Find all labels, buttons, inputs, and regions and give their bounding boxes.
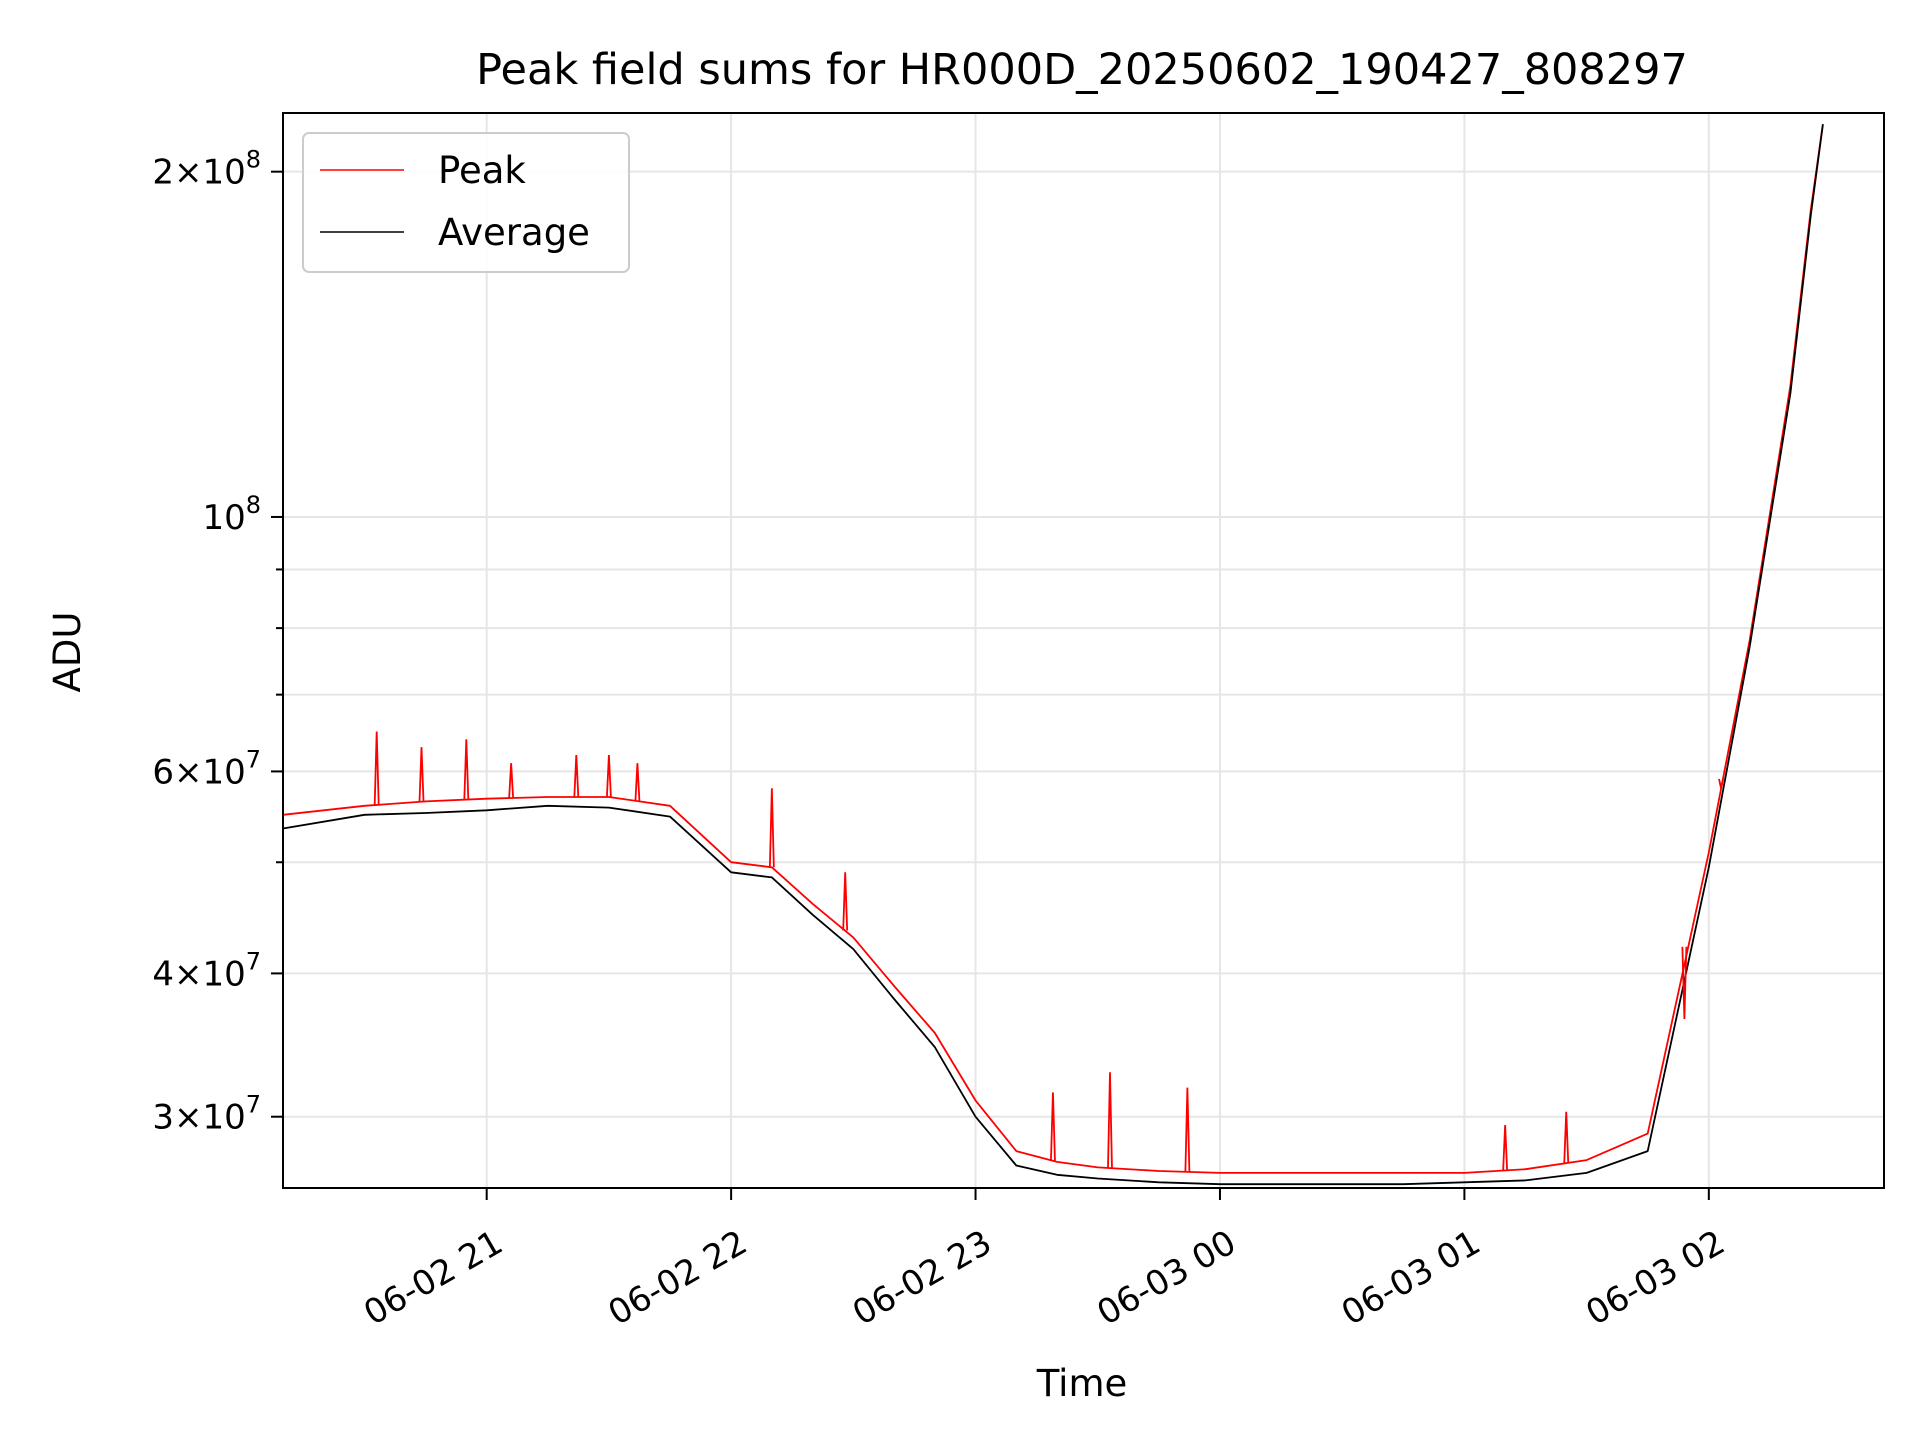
peak-spike	[1681, 946, 1688, 1020]
peak-spike	[508, 763, 515, 799]
peak-spike	[768, 788, 775, 868]
peak-spike	[463, 739, 470, 800]
peak-spike	[1718, 778, 1724, 789]
peak-spike	[842, 872, 849, 931]
peak-spike	[373, 731, 380, 805]
peak-spike	[1050, 1092, 1056, 1161]
chart-title: Peak field sums for HR000D_20250602_1904…	[476, 45, 1688, 95]
legend: Peak Average	[302, 132, 630, 273]
peak-spike	[573, 755, 580, 798]
legend-peak-label: Peak	[438, 149, 526, 192]
y-tick-times: ×10	[174, 752, 246, 792]
y-tick-mantissa: 4	[152, 954, 174, 994]
legend-average-label: Average	[438, 211, 590, 254]
y-tick-times: ×10	[174, 153, 246, 193]
y-tick-exponent: 8	[246, 146, 261, 174]
y-tick-exponent: 8	[246, 491, 261, 519]
peak-spike	[1563, 1111, 1570, 1164]
x-axis-label: Time	[1036, 1362, 1128, 1405]
y-tick-exponent: 7	[246, 745, 261, 773]
peak-spike	[1502, 1125, 1509, 1171]
y-tick-label: 6×107	[152, 745, 261, 792]
y-tick-times: ×10	[174, 1098, 246, 1138]
y-tick-label: 4×107	[152, 947, 261, 994]
peak-spike	[1184, 1087, 1191, 1172]
y-axis-label: ADU	[46, 612, 89, 693]
legend-box	[302, 132, 630, 273]
y-tick-mantissa: 2	[152, 153, 174, 193]
y-tick-exponent: 7	[246, 1091, 261, 1119]
series-line-peak	[282, 124, 1824, 1174]
y-tick-label: 108	[202, 491, 261, 538]
series-lines	[282, 124, 1824, 1186]
y-tick-label: 2×108	[152, 146, 261, 193]
y-tick-exponent: 7	[246, 947, 261, 975]
y-tick-mantissa: 3	[152, 1098, 174, 1138]
y-tick-base: 10	[202, 498, 245, 538]
plot-frame	[282, 112, 1885, 1189]
peak-spike	[1107, 1072, 1113, 1169]
y-tick-times: ×10	[174, 954, 246, 994]
y-tick-label: 3×107	[152, 1091, 261, 1138]
peak-spike	[418, 747, 425, 802]
series-line-average	[282, 124, 1824, 1186]
peak-spike	[606, 755, 612, 798]
peak-spike	[634, 763, 641, 802]
y-tick-mantissa: 6	[152, 752, 174, 792]
